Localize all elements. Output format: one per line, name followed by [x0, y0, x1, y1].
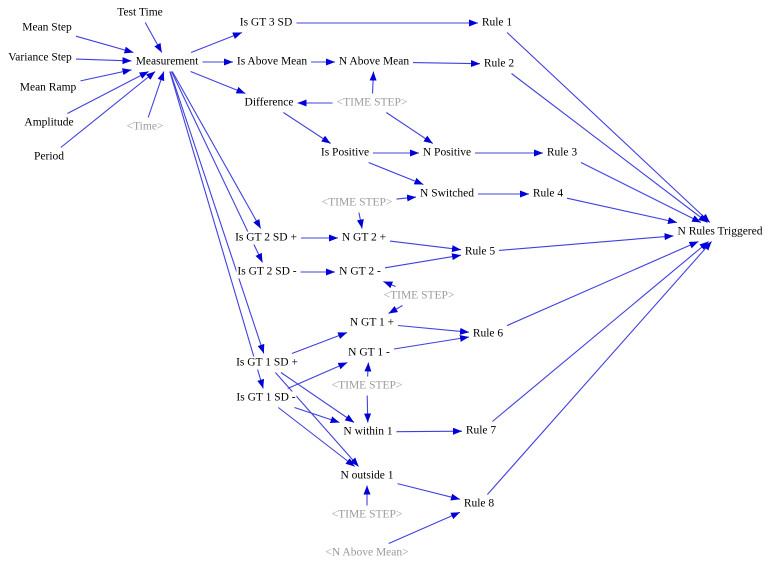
edges-group	[60, 19, 713, 545]
node-is-positive[interactable]: Is Positive	[319, 146, 371, 160]
edge-ts2-to-n_gt2_p	[356, 212, 364, 229]
node-ts1[interactable]: <TIME STEP>	[335, 96, 409, 110]
node-ts4[interactable]: <TIME STEP>	[330, 379, 404, 393]
edge-time_shadow-to-measurement	[147, 71, 165, 118]
edge-mean_step-to-measurement	[75, 35, 134, 54]
node-period[interactable]: Period	[32, 150, 66, 164]
edge-rule6-to-n_rules	[506, 240, 699, 327]
node-amplitude[interactable]: Amplitude	[23, 116, 75, 130]
node-is-gt1sd-p[interactable]: Is GT 1 SD +	[235, 356, 299, 370]
edge-mean_ramp-to-measurement	[80, 68, 132, 82]
node-ts5[interactable]: <TIME STEP>	[330, 508, 404, 522]
node-test-time[interactable]: Test Time	[116, 6, 164, 20]
edge-ts1-to-n_positive	[385, 112, 434, 144]
edge-test_time-to-measurement	[144, 22, 163, 53]
edge-difference-to-is_positive	[283, 112, 331, 144]
node-is-gt1sd-m[interactable]: Is GT 1 SD -	[235, 391, 297, 405]
edge-rule3-to-n_rules	[580, 162, 702, 223]
node-is-gt2sd-p[interactable]: Is GT 2 SD +	[234, 231, 298, 245]
edge-measurement-to-is_gt2sd_p	[171, 71, 262, 229]
node-mean-step[interactable]: Mean Step	[21, 21, 73, 35]
node-n-gt2-m[interactable]: N GT 2 -	[338, 265, 382, 279]
edge-n_outside1-to-rule8	[397, 483, 461, 501]
node-rule8[interactable]: Rule 8	[462, 497, 496, 511]
node-rule4[interactable]: Rule 4	[531, 187, 565, 201]
node-n-positive[interactable]: N Positive	[421, 146, 473, 160]
edge-rule7-to-n_rules	[492, 241, 709, 422]
node-rule6[interactable]: Rule 6	[471, 327, 505, 341]
node-n-gt1-m[interactable]: N GT 1 -	[347, 346, 391, 360]
node-mean-ramp[interactable]: Mean Ramp	[18, 81, 78, 95]
edge-ts1-to-n_above_mean	[369, 71, 377, 94]
node-nam-shadow[interactable]: <N Above Mean>	[324, 546, 410, 560]
node-time-shadow[interactable]: <Time>	[125, 120, 165, 134]
edge-is_gt1sd_m-to-n_gt1_m	[287, 361, 348, 390]
node-is-gt3sd[interactable]: Is GT 3 SD	[238, 16, 294, 30]
node-is-above-mean[interactable]: Is Above Mean	[235, 55, 309, 69]
edge-ts2-to-n_switched	[396, 194, 417, 202]
edge-n_above_mean-to-rule2	[412, 60, 481, 68]
node-is-gt2sd-m[interactable]: Is GT 2 SD -	[236, 265, 298, 279]
edge-ts3-to-n_gt1_p	[388, 305, 403, 314]
edge-is_gt1sd_m-to-n_outside1	[277, 407, 356, 467]
edge-measurement-to-is_gt2sd_m	[171, 71, 263, 263]
node-rule3[interactable]: Rule 3	[545, 146, 579, 160]
edge-is_gt1sd_p-to-n_gt1_p	[291, 331, 348, 355]
edge-measurement-to-is_gt1sd_p	[169, 71, 265, 354]
node-rule1[interactable]: Rule 1	[480, 16, 514, 30]
node-variance-step[interactable]: Variance Step	[7, 51, 73, 65]
node-n-gt1-p[interactable]: N GT 1 +	[348, 316, 396, 330]
node-measurement[interactable]: Measurement	[134, 55, 200, 69]
node-rule7[interactable]: Rule 7	[464, 424, 498, 438]
edge-n_gt1_m-to-rule6	[393, 334, 470, 350]
node-n-above-mean[interactable]: N Above Mean	[337, 55, 411, 69]
edge-measurement-to-is_gt1sd_m	[169, 71, 265, 389]
edge-is_gt1sd_p-to-n_within1	[280, 372, 355, 423]
edge-measurement-to-difference	[190, 70, 246, 95]
edge-rule4-to-n_rules	[566, 197, 678, 224]
node-n-gt2-p[interactable]: N GT 2 +	[340, 231, 388, 245]
node-n-outside1[interactable]: N outside 1	[339, 469, 395, 483]
edge-period-to-measurement	[60, 71, 156, 148]
edge-n_gt1_p-to-rule6	[397, 324, 470, 335]
edge-ts4-to-n_gt1_m	[364, 362, 372, 377]
node-difference[interactable]: Difference	[243, 96, 295, 110]
edge-is_gt1sd_m-to-n_within1	[294, 406, 340, 424]
edge-rule1-to-n_rules	[506, 32, 711, 223]
edge-rule8-to-n_rules	[486, 241, 713, 495]
edge-is_positive-to-n_switched	[368, 161, 424, 186]
edge-amplitude-to-measurement	[67, 71, 149, 114]
node-ts2[interactable]: <TIME STEP>	[320, 196, 394, 210]
node-rule5[interactable]: Rule 5	[463, 245, 497, 259]
node-ts3[interactable]: <TIME STEP>	[382, 289, 456, 303]
edge-n_gt2_p-to-rule5	[389, 240, 462, 253]
edge-measurement-to-is_gt3sd	[190, 31, 243, 54]
edge-n_gt2_m-to-rule5	[384, 253, 462, 269]
node-n-rules[interactable]: N Rules Triggered	[676, 225, 764, 239]
edge-rule5-to-n_rules	[498, 233, 674, 251]
edge-n_within1-to-rule7	[396, 427, 463, 435]
node-n-switched[interactable]: N Switched	[419, 187, 475, 201]
edge-ts4-to-n_within1	[364, 395, 372, 423]
node-rule2[interactable]: Rule 2	[482, 57, 516, 71]
edge-rule2-to-n_rules	[511, 73, 708, 223]
edge-variance_step-to-measurement	[75, 57, 132, 65]
edge-ts3-to-n_gt2_m	[383, 280, 396, 289]
edge-nam_shadow-to-rule8	[388, 511, 461, 545]
node-n-within1[interactable]: N within 1	[342, 425, 394, 439]
